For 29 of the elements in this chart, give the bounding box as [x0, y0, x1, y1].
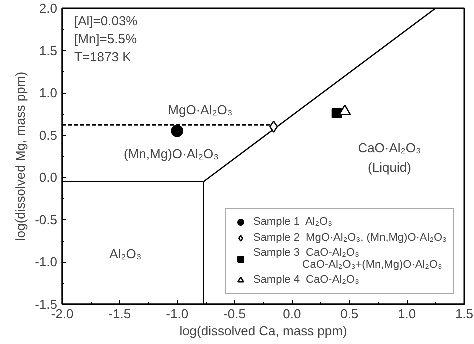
annotation: (Mn,Mg)O·Al₂O₃ — [124, 146, 219, 162]
x-tick-label: -1.5 — [108, 306, 132, 322]
legend-label: Sample 2 MgO·Al₂O₃, (Mn,Mg)O·Al₂O₃ — [253, 231, 447, 245]
annotation: MgO·Al₂O₃ — [168, 102, 233, 118]
annotation: [Mn]=5.5% — [74, 32, 138, 46]
x-tick-label: 1.0 — [398, 306, 416, 322]
y-tick-label: -0.5 — [35, 212, 58, 228]
legend-label: Sample 1 Al₂O₃ — [253, 215, 333, 229]
y-axis-title: log(dissolved Mg, mass ppm) — [13, 72, 28, 242]
annotation: CaO·Al₂O₃ — [358, 140, 422, 156]
annotation: [Al]=0.03% — [74, 14, 138, 28]
x-tick-label: 1.5 — [455, 306, 474, 322]
y-tick-label: 2.0 — [39, 1, 58, 16]
x-tick-label: 0.0 — [283, 306, 302, 322]
annotation: Al₂O₃ — [110, 246, 142, 262]
y-tick-label: 1.5 — [39, 43, 58, 58]
x-tick-label: 0.5 — [340, 306, 359, 322]
y-tick-label: -1.0 — [35, 254, 58, 270]
legend-label: Sample 4 CaO-Al₂O₃ — [253, 273, 360, 287]
annotation: (Liquid) — [368, 160, 412, 175]
y-tick-label: 1.0 — [39, 86, 58, 101]
y-tick-label: -1.5 — [35, 297, 58, 312]
x-axis-title: log(dissolved Ca, mass ppm) — [180, 324, 348, 338]
x-tick-label: -0.5 — [224, 306, 246, 322]
legend-label: Sample 3 CaO-Al₂O₃ CaO-Al₂O₃+(Mn,Mg)O·Al₂O₃ — [253, 247, 442, 271]
annotation: T=1873 K — [74, 50, 132, 64]
y-tick-label: 0.5 — [39, 128, 58, 143]
x-tick-label: -1.0 — [166, 306, 189, 322]
y-tick-label: 0.0 — [39, 170, 58, 186]
